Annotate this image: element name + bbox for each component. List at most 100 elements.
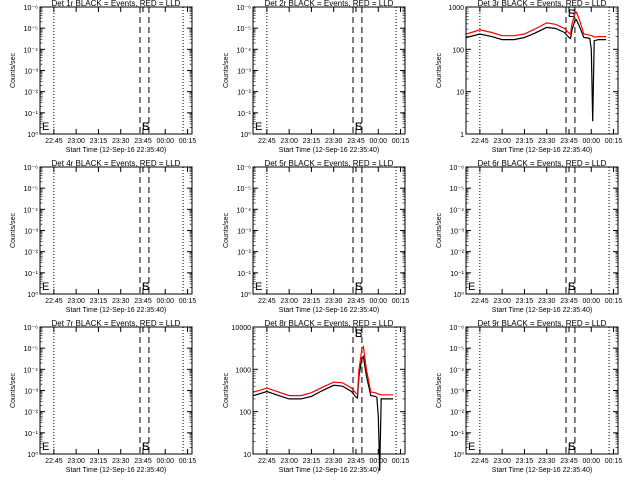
y-tick-label: 10: [243, 452, 251, 459]
panel-title: Det 6r BLACK = Events, RED = LLD: [478, 159, 607, 168]
x-tick-label: 23:45: [347, 458, 365, 465]
x-axis-label: Start Time (12-Sep-16 22:35:40): [66, 147, 166, 154]
x-tick-label: 23:00: [67, 298, 85, 305]
x-tick-label: 23:30: [538, 138, 556, 145]
y-tick-label: 1: [460, 132, 464, 139]
y-tick-label: 10⁻⁴: [450, 367, 465, 374]
plot-frame: [465, 326, 619, 455]
y-tick-label: 10⁻³: [237, 229, 251, 236]
y-tick-label: 10⁻¹: [450, 431, 464, 438]
x-tick-label: 00:15: [392, 298, 410, 305]
flag-label: S: [355, 281, 362, 293]
y-tick-label: 10⁻⁵: [237, 26, 251, 33]
panel-title: Det 7r BLACK = Events, RED = LLD: [52, 319, 181, 328]
flag-label: E: [142, 121, 149, 133]
y-tick-label: 1000: [448, 5, 464, 12]
x-tick-label: 23:00: [67, 138, 85, 145]
x-tick-label: 22:45: [45, 138, 63, 145]
y-tick-label: 10⁻⁶: [450, 165, 464, 172]
y-tick-label: 10: [456, 90, 464, 97]
lld-series-line: [253, 345, 394, 397]
panel-title: Det 2r BLACK = Events, RED = LLD: [265, 0, 394, 8]
x-tick-label: 23:45: [134, 298, 152, 305]
x-axis-label: Start Time (12-Sep-16 22:35:40): [279, 147, 379, 154]
x-tick-label: 22:45: [258, 138, 276, 145]
x-tick-label: 22:45: [471, 138, 489, 145]
x-tick-label: 23:15: [516, 298, 534, 305]
y-tick-label: 100: [452, 47, 464, 54]
y-tick-label: 10⁻²: [237, 250, 251, 257]
y-axis-label: Counts/sec: [10, 372, 17, 408]
y-tick-label: 10⁻⁵: [24, 26, 38, 33]
panel-title: Det 4r BLACK = Events, RED = LLD: [52, 159, 181, 168]
x-tick-label: 22:45: [258, 458, 276, 465]
x-tick-label: 23:45: [347, 298, 365, 305]
y-axis-label: Counts/sec: [223, 212, 230, 248]
y-tick-label: 10⁰: [27, 291, 38, 299]
x-tick-label: 00:00: [156, 298, 174, 305]
y-tick-label: 10⁻⁶: [24, 5, 38, 12]
x-tick-label: 23:15: [303, 138, 321, 145]
y-tick-label: 10⁻⁵: [24, 346, 38, 353]
x-axis-label: Start Time (12-Sep-16 22:35:40): [492, 467, 592, 474]
x-tick-label: 00:15: [392, 138, 410, 145]
detector-panel-6: Det 6r BLACK = Events, RED = LLD 10⁰ 10⁻¹ 1…: [436, 159, 622, 314]
x-tick-label: 22:45: [258, 298, 276, 305]
flag-label: S: [568, 8, 575, 20]
flag-label: E: [468, 441, 475, 453]
plot-frame: [252, 326, 406, 455]
y-tick-label: 10⁻²: [24, 250, 38, 257]
y-tick-label: 10⁻³: [24, 69, 38, 76]
x-axis-label: Start Time (12-Sep-16 22:35:40): [279, 307, 379, 314]
flag-label: S: [142, 121, 149, 133]
y-tick-label: 10⁻⁴: [24, 47, 39, 54]
y-tick-label: 10⁻¹: [450, 271, 464, 278]
x-tick-label: 00:00: [582, 458, 600, 465]
events-series-line: [466, 18, 607, 122]
panel-title: Det 8r BLACK = Events, RED = LLD: [265, 319, 394, 328]
x-tick-label: 23:30: [112, 458, 130, 465]
x-tick-label: 23:45: [560, 138, 578, 145]
x-tick-label: 23:15: [303, 458, 321, 465]
detector-panel-2: Det 2r BLACK = Events, RED = LLD 10⁰ 10⁻¹ 1…: [223, 0, 409, 154]
y-tick-label: 10000: [232, 325, 252, 332]
y-axis-label: Counts/sec: [223, 52, 230, 88]
x-tick-label: 23:00: [493, 138, 511, 145]
y-tick-label: 10⁻⁴: [24, 367, 39, 374]
x-tick-label: 23:30: [112, 298, 130, 305]
x-tick-label: 23:45: [560, 298, 578, 305]
plot-frame: [39, 326, 193, 455]
x-tick-label: 23:15: [516, 458, 534, 465]
x-tick-label: 00:00: [369, 138, 387, 145]
y-tick-label: 10⁻²: [24, 90, 38, 97]
y-tick-label: 10⁻⁴: [237, 47, 252, 54]
x-axis-label: Start Time (12-Sep-16 22:35:40): [279, 467, 379, 474]
y-tick-label: 10⁰: [240, 131, 251, 139]
y-tick-label: 10⁻⁶: [237, 165, 251, 172]
y-tick-label: 10⁻⁵: [24, 186, 38, 193]
x-tick-label: 23:45: [134, 458, 152, 465]
y-axis-label: Counts/sec: [436, 212, 443, 248]
panel-title: Det 9r BLACK = Events, RED = LLD: [478, 319, 607, 328]
x-tick-label: 23:15: [516, 138, 534, 145]
x-tick-label: 23:45: [347, 138, 365, 145]
x-tick-label: 00:15: [179, 458, 197, 465]
x-tick-label: 00:15: [179, 138, 197, 145]
detector-panel-3: Det 3r BLACK = Events, RED = LLD 1000 100 1…: [436, 0, 622, 154]
x-tick-label: 00:00: [582, 138, 600, 145]
y-tick-label: 10⁻⁶: [24, 165, 38, 172]
x-tick-label: 23:00: [280, 138, 298, 145]
detector-panel-1: Det 1r BLACK = Events, RED = LLD 10⁰ 10⁻¹ 1…: [10, 0, 196, 154]
x-tick-label: 23:30: [325, 298, 343, 305]
x-tick-label: 22:45: [471, 298, 489, 305]
x-tick-label: 23:15: [90, 138, 108, 145]
x-axis-label: Start Time (12-Sep-16 22:35:40): [66, 307, 166, 314]
y-tick-label: 10⁻⁵: [450, 346, 464, 353]
y-tick-label: 10⁻⁴: [237, 207, 252, 214]
flag-label: S: [355, 121, 362, 133]
x-tick-label: 23:00: [280, 458, 298, 465]
plot-frame: [465, 6, 619, 135]
y-tick-label: 10⁻¹: [24, 431, 38, 438]
flag-label: S: [142, 281, 149, 293]
x-tick-label: 23:00: [493, 298, 511, 305]
